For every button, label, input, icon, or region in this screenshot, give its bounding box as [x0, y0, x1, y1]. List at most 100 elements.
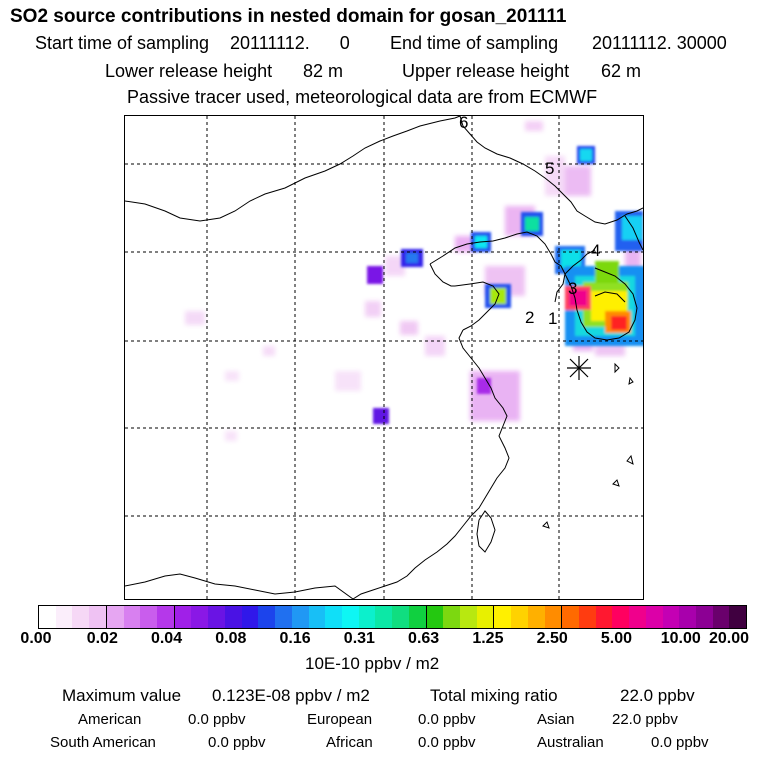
color-scale-cell	[459, 606, 477, 628]
start-time-label: Start time of sampling	[35, 33, 210, 53]
border-line	[124, 573, 354, 600]
color-scale-cell	[595, 606, 613, 628]
receptor-site-icon	[567, 356, 591, 380]
color-scale-cell	[224, 606, 242, 628]
hotspot	[406, 253, 418, 263]
coastlines	[124, 115, 644, 600]
color-scale-tick-label: 0.04	[150, 630, 183, 647]
hotspot	[525, 217, 539, 231]
color-scale-cell	[123, 606, 141, 628]
border-line	[124, 115, 461, 222]
color-scale-bar	[38, 605, 747, 629]
australian-value: 0.0 ppbv	[651, 734, 709, 751]
coast-line	[564, 267, 638, 341]
color-scale-cell	[562, 606, 579, 628]
marker-2: 2	[525, 308, 534, 327]
color-scale-cell	[325, 606, 342, 628]
color-scale-cell	[89, 606, 107, 628]
color-scale-cell	[443, 606, 460, 628]
start-time-value: 20111112. 0	[230, 33, 350, 53]
end-time-label: End time of sampling	[390, 33, 559, 53]
color-scale-cell	[241, 606, 259, 628]
color-scale-cell	[375, 606, 393, 628]
max-value-label: Maximum value	[62, 686, 182, 705]
upper-height-label: Upper release height	[402, 61, 570, 81]
color-scale-cell	[308, 606, 326, 628]
color-scale-cell	[645, 606, 663, 628]
color-scale-cell	[358, 606, 376, 628]
color-scale-units: 10E-10 ppbv / m2	[305, 654, 440, 673]
coast-line	[564, 249, 596, 275]
plume-patch	[263, 346, 275, 356]
southamerican-value: 0.0 ppbv	[208, 734, 266, 751]
color-scale-cell	[291, 606, 309, 628]
hotspot	[595, 261, 619, 283]
map-panel: 1 2 3 4 5 6	[124, 113, 645, 600]
source-markers: 1 2 3 4 5 6	[459, 113, 600, 328]
color-scale-cell	[72, 606, 90, 628]
marker-1: 1	[548, 309, 557, 328]
end-time-value: 20111112. 30000	[592, 33, 727, 53]
color-scale-cell	[679, 606, 697, 628]
color-scale-tick-label: 10.00	[660, 630, 701, 647]
border-line	[594, 291, 626, 303]
color-scale-tick-label: 20.00	[708, 630, 750, 647]
color-scale-cell	[341, 606, 359, 628]
island-taiwan	[476, 510, 496, 553]
color-scale-cell	[191, 606, 209, 628]
color-scale-cell	[511, 606, 528, 628]
color-scale-cell	[392, 606, 409, 628]
marker-6: 6	[459, 116, 468, 132]
plume-patch	[385, 256, 405, 276]
lower-height-value: 82 m	[303, 61, 344, 81]
color-scale-cell	[696, 606, 713, 628]
color-scale-cell	[729, 606, 747, 628]
hotspots	[367, 146, 645, 424]
color-scale-cell	[544, 606, 563, 628]
hotspot	[373, 408, 389, 424]
color-scale-tick-label: 2.50	[536, 630, 568, 647]
american-label: American	[78, 711, 142, 728]
plume-patch	[335, 371, 361, 391]
color-scale-cell	[39, 606, 56, 628]
color-scale-cell	[629, 606, 646, 628]
total-mixing-label: Total mixing ratio	[430, 686, 558, 705]
hotspot	[611, 316, 627, 330]
color-scale-tick-label: 0.00	[20, 630, 52, 647]
plume-patch	[525, 121, 543, 131]
plume-patch	[425, 336, 445, 356]
european-label: European	[307, 711, 373, 728]
color-scale-tick-label: 5.00	[600, 630, 633, 647]
marker-4: 4	[591, 241, 600, 260]
color-scale-cell	[55, 606, 73, 628]
marker-3: 3	[568, 279, 577, 298]
border-line	[459, 115, 644, 225]
small-islands	[542, 362, 634, 529]
hotspot	[477, 378, 491, 394]
asian-label: Asian	[537, 711, 575, 728]
plume-patch	[561, 166, 591, 196]
color-scale-cell	[612, 606, 630, 628]
african-value: 0.0 ppbv	[418, 734, 476, 751]
total-mixing-value: 22.0 ppbv	[620, 686, 695, 705]
color-scale-cell	[258, 606, 276, 628]
map-canvas: 1 2 3 4 5 6	[124, 113, 645, 600]
color-scale-cell	[494, 606, 512, 628]
upper-height-value: 62 m	[601, 61, 642, 81]
color-scale-cell	[527, 606, 545, 628]
plume-patch	[365, 301, 381, 317]
color-scale-tick-label: 0.16	[279, 630, 311, 647]
asian-value: 22.0 ppbv	[612, 711, 678, 728]
european-value: 0.0 ppbv	[418, 711, 476, 728]
color-scale-cell	[174, 606, 192, 628]
coast-line	[454, 281, 500, 331]
plume-patch	[455, 236, 475, 252]
color-scale-cell	[408, 606, 427, 628]
color-scale-cell	[712, 606, 730, 628]
american-value: 0.0 ppbv	[188, 711, 246, 728]
tracer-note: Passive tracer used, meteorological data…	[127, 87, 598, 107]
coast-line	[624, 215, 644, 251]
hotspot	[367, 266, 383, 284]
plume-patch	[225, 371, 239, 381]
